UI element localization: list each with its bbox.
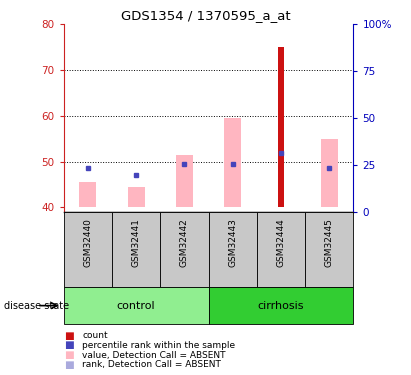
Text: GSM32441: GSM32441 xyxy=(132,218,141,267)
Bar xyxy=(209,212,257,287)
Bar xyxy=(305,212,353,287)
Bar xyxy=(176,155,193,207)
Bar xyxy=(64,287,208,324)
Text: GSM32443: GSM32443 xyxy=(228,218,237,267)
Bar xyxy=(79,182,96,207)
Text: GSM32444: GSM32444 xyxy=(277,218,286,267)
Text: ■: ■ xyxy=(64,360,74,370)
Text: disease state: disease state xyxy=(4,301,69,310)
Text: GSM32445: GSM32445 xyxy=(325,218,334,267)
Bar xyxy=(224,118,241,207)
Text: GSM32442: GSM32442 xyxy=(180,218,189,267)
Bar xyxy=(321,139,338,207)
Text: rank, Detection Call = ABSENT: rank, Detection Call = ABSENT xyxy=(82,360,221,369)
Text: percentile rank within the sample: percentile rank within the sample xyxy=(82,341,236,350)
Text: cirrhosis: cirrhosis xyxy=(258,301,304,310)
Bar xyxy=(257,212,305,287)
Bar xyxy=(209,287,353,324)
Text: ■: ■ xyxy=(64,331,74,340)
Text: ■: ■ xyxy=(64,350,74,360)
Text: control: control xyxy=(117,301,155,310)
Bar xyxy=(64,212,112,287)
Bar xyxy=(160,212,209,287)
Text: GSM32440: GSM32440 xyxy=(83,218,92,267)
Text: value, Detection Call = ABSENT: value, Detection Call = ABSENT xyxy=(82,351,226,360)
Text: ■: ■ xyxy=(64,340,74,350)
Text: GDS1354 / 1370595_a_at: GDS1354 / 1370595_a_at xyxy=(121,9,290,22)
Bar xyxy=(128,187,145,207)
Text: count: count xyxy=(82,331,108,340)
Bar xyxy=(278,47,284,207)
Bar xyxy=(112,212,160,287)
